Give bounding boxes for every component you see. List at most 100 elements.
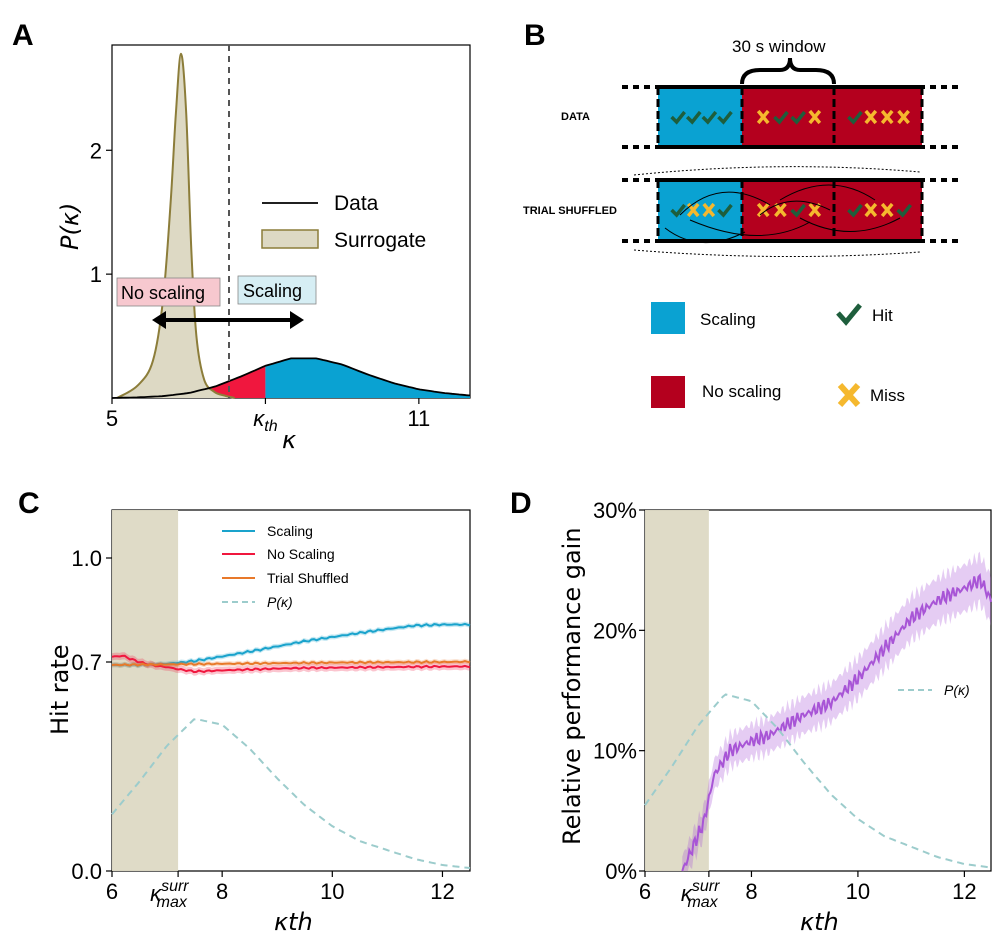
x-tick-sub: max bbox=[687, 894, 718, 911]
gain-line bbox=[681, 572, 992, 872]
shuffle-arc-3 bbox=[779, 184, 876, 201]
panel-letter-d: D bbox=[510, 487, 532, 520]
shuffle-arc-4 bbox=[799, 217, 901, 232]
window-brace-icon bbox=[740, 57, 836, 85]
x-tick-sub: max bbox=[157, 894, 188, 911]
legend-c-scaling-label: Scaling bbox=[267, 523, 313, 539]
legend-data-label: Data bbox=[334, 192, 379, 215]
legend-b-noscaling-label: No scaling bbox=[702, 382, 781, 401]
y-tick-label-c: 0.7 bbox=[71, 650, 102, 675]
miss-x-icon bbox=[864, 202, 878, 218]
pk-line bbox=[111, 718, 471, 869]
legend-b-miss-label: Miss bbox=[870, 386, 905, 405]
miss-x-icon bbox=[880, 109, 894, 125]
shuffle-arc-5 bbox=[759, 200, 831, 216]
no-scaling-box bbox=[116, 277, 221, 307]
y-tick-label-a: 2 bbox=[90, 138, 102, 163]
x-tick-label-c: 8 bbox=[216, 879, 228, 904]
window-label: 30 s window bbox=[732, 37, 826, 56]
x-tick-sup: surr bbox=[161, 878, 189, 895]
panel-d-chart: P(κ) 6 κsurr max 8 10 12 0% 10% 20% 30% κth Relat… bbox=[558, 498, 992, 936]
x-tick-label-d: 12 bbox=[952, 879, 976, 904]
panel-a-chart: No scaling Scaling Data Surrogate 5 κth 11… bbox=[56, 44, 471, 454]
x-tick-label-a: κth bbox=[253, 406, 277, 435]
hit-check-icon bbox=[717, 203, 733, 218]
x-tick-sub: th bbox=[264, 418, 277, 435]
surrogate-range-shade bbox=[112, 510, 179, 871]
shuffle-dotted-bottom bbox=[633, 249, 921, 258]
hit-check-icon bbox=[701, 110, 718, 125]
panel-c-xlabel: κth bbox=[274, 908, 313, 936]
miss-x-icon bbox=[702, 202, 716, 218]
miss-x-icon bbox=[808, 202, 822, 218]
y-tick-label-d: 0% bbox=[605, 859, 637, 884]
hit-check-icon bbox=[717, 110, 733, 125]
hit-check-icon bbox=[790, 110, 806, 125]
miss-x-icon bbox=[837, 382, 861, 408]
legend-surrogate-swatch bbox=[261, 229, 319, 249]
shuffle-arc-1 bbox=[679, 191, 771, 216]
x-tick-label-a: 5 bbox=[106, 406, 118, 431]
hit-check-icon bbox=[670, 203, 686, 218]
x-tick-label-d: κsurr max bbox=[681, 878, 720, 911]
x-tick-label-c: 12 bbox=[430, 879, 454, 904]
legend-c-noscaling-label: No Scaling bbox=[267, 546, 335, 562]
legend-c-shuffled-label: Trial Shuffled bbox=[267, 570, 349, 586]
surrogate-range-shade bbox=[645, 510, 709, 871]
legend-c-pk-label: P(κ) bbox=[267, 594, 293, 610]
legend-d-pk-label: P(κ) bbox=[944, 682, 970, 698]
pk-line bbox=[644, 693, 992, 869]
y-tick-label-a: 1 bbox=[90, 262, 102, 287]
y-tick-label-d: 20% bbox=[593, 618, 637, 643]
shuffle-arc-6 bbox=[664, 227, 746, 243]
miss-x-icon bbox=[880, 202, 894, 218]
hit-check-icon bbox=[670, 110, 686, 125]
panel-letter-b: B bbox=[524, 19, 546, 52]
panel-c-ylabel: Hit rate bbox=[46, 644, 74, 735]
x-tick-label-c: 10 bbox=[320, 879, 344, 904]
miss-x-icon bbox=[897, 109, 910, 125]
data-curve bbox=[111, 357, 471, 399]
row-label-shuffled: TRIAL SHUFFLED bbox=[523, 205, 617, 217]
miss-x-icon bbox=[756, 109, 770, 125]
data-block-noscaling-2 bbox=[834, 87, 922, 147]
hit-check-icon bbox=[896, 203, 912, 218]
shuffled-block-noscaling-1 bbox=[742, 180, 834, 241]
shuffle-arcs bbox=[664, 184, 901, 243]
x-tick-label-d: 8 bbox=[745, 879, 757, 904]
scaling-box bbox=[237, 275, 317, 305]
surrogate-area bbox=[117, 53, 235, 398]
x-tick-label-a: 11 bbox=[407, 406, 430, 431]
hit-check-icon bbox=[685, 110, 702, 125]
panel-b-diagram: 30 s window DATA TRIAL SHUFFLED bbox=[523, 37, 962, 408]
x-tick-label-c: κsurr max bbox=[150, 878, 189, 911]
scaling-region-label: Scaling bbox=[243, 281, 302, 301]
panel-d-xlabel: κth bbox=[800, 908, 839, 936]
hit-check-icon bbox=[773, 110, 789, 125]
legend-b-scaling-swatch bbox=[651, 302, 685, 334]
miss-x-icon bbox=[774, 202, 787, 218]
data-block-noscaling-1 bbox=[742, 87, 834, 147]
hit-check-icon bbox=[790, 203, 806, 218]
hit-check-icon bbox=[847, 110, 863, 125]
x-tick-label-d: 6 bbox=[639, 879, 651, 904]
surrogate-outline bbox=[116, 52, 235, 399]
panel-a-xlabel: κ bbox=[282, 426, 297, 454]
y-tick-label-c: 1.0 bbox=[71, 546, 102, 571]
legend-b-hit-label: Hit bbox=[872, 306, 893, 325]
panel-letter-a: A bbox=[12, 19, 34, 52]
gain-band bbox=[682, 551, 991, 871]
x-tick-sup: surr bbox=[692, 878, 720, 895]
shuffle-arc-2 bbox=[689, 219, 811, 236]
miss-x-icon bbox=[756, 202, 770, 218]
scaling-area bbox=[265, 358, 470, 398]
x-tick-label-d: 10 bbox=[846, 879, 870, 904]
miss-x-icon bbox=[864, 109, 878, 125]
x-tick-label-c: 6 bbox=[106, 879, 118, 904]
hit-check-icon bbox=[836, 303, 862, 326]
arrow-left-icon bbox=[152, 311, 166, 329]
shuffle-dotted-top bbox=[633, 166, 921, 176]
panel-c-chart: Scaling No Scaling Trial Shuffled P(κ) 6… bbox=[46, 509, 471, 936]
row-label-data: DATA bbox=[561, 111, 590, 123]
